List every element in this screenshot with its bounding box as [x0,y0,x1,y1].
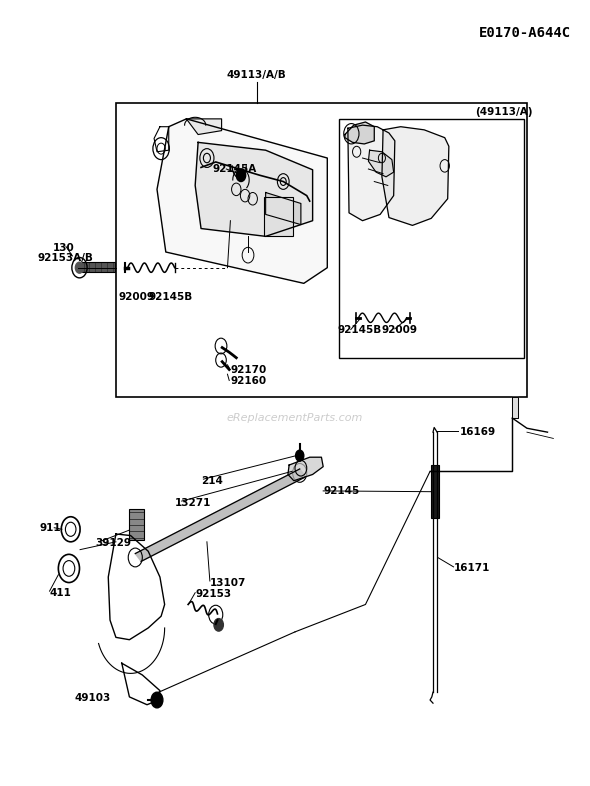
Text: 92160: 92160 [231,376,267,386]
Text: 49113/A/B: 49113/A/B [227,70,287,79]
Text: 92145B: 92145B [337,325,382,335]
Bar [129,509,144,540]
Polygon shape [382,127,449,226]
Text: 16171: 16171 [454,564,490,574]
Circle shape [151,692,163,708]
Text: 39129: 39129 [96,538,132,549]
Text: 92145: 92145 [323,486,359,496]
Text: 130: 130 [53,243,75,253]
Text: 92009: 92009 [119,292,155,302]
Text: 214: 214 [201,476,223,486]
Polygon shape [266,193,301,225]
Text: 13107: 13107 [210,578,246,588]
Circle shape [214,619,224,631]
Text: E0170-A644C: E0170-A644C [479,27,571,40]
Text: 92153A/B: 92153A/B [38,252,94,263]
Bar [116,103,527,397]
Polygon shape [512,397,518,418]
Text: (49113/A): (49113/A) [475,108,532,117]
Polygon shape [186,119,222,134]
Text: eReplacementParts.com: eReplacementParts.com [227,413,363,423]
Circle shape [76,263,84,274]
Bar [431,465,439,518]
Text: 92145B: 92145B [148,292,192,302]
Text: 92170: 92170 [231,365,267,374]
Circle shape [236,169,245,182]
Polygon shape [195,142,313,237]
Bar [339,119,524,358]
Polygon shape [157,119,327,283]
Circle shape [296,450,304,461]
Text: 911: 911 [40,523,61,533]
Polygon shape [345,122,374,144]
Polygon shape [288,457,323,481]
Bar [83,263,114,273]
Polygon shape [348,125,395,221]
Text: 411: 411 [50,588,71,597]
Text: 92153: 92153 [195,589,231,598]
Text: 92145A: 92145A [213,164,257,174]
Text: 16169: 16169 [460,427,496,437]
Text: 92009: 92009 [382,325,418,335]
Polygon shape [368,150,394,177]
Polygon shape [135,469,306,561]
Bar [264,197,293,237]
Text: 13271: 13271 [175,498,211,508]
Text: 49103: 49103 [75,693,111,703]
